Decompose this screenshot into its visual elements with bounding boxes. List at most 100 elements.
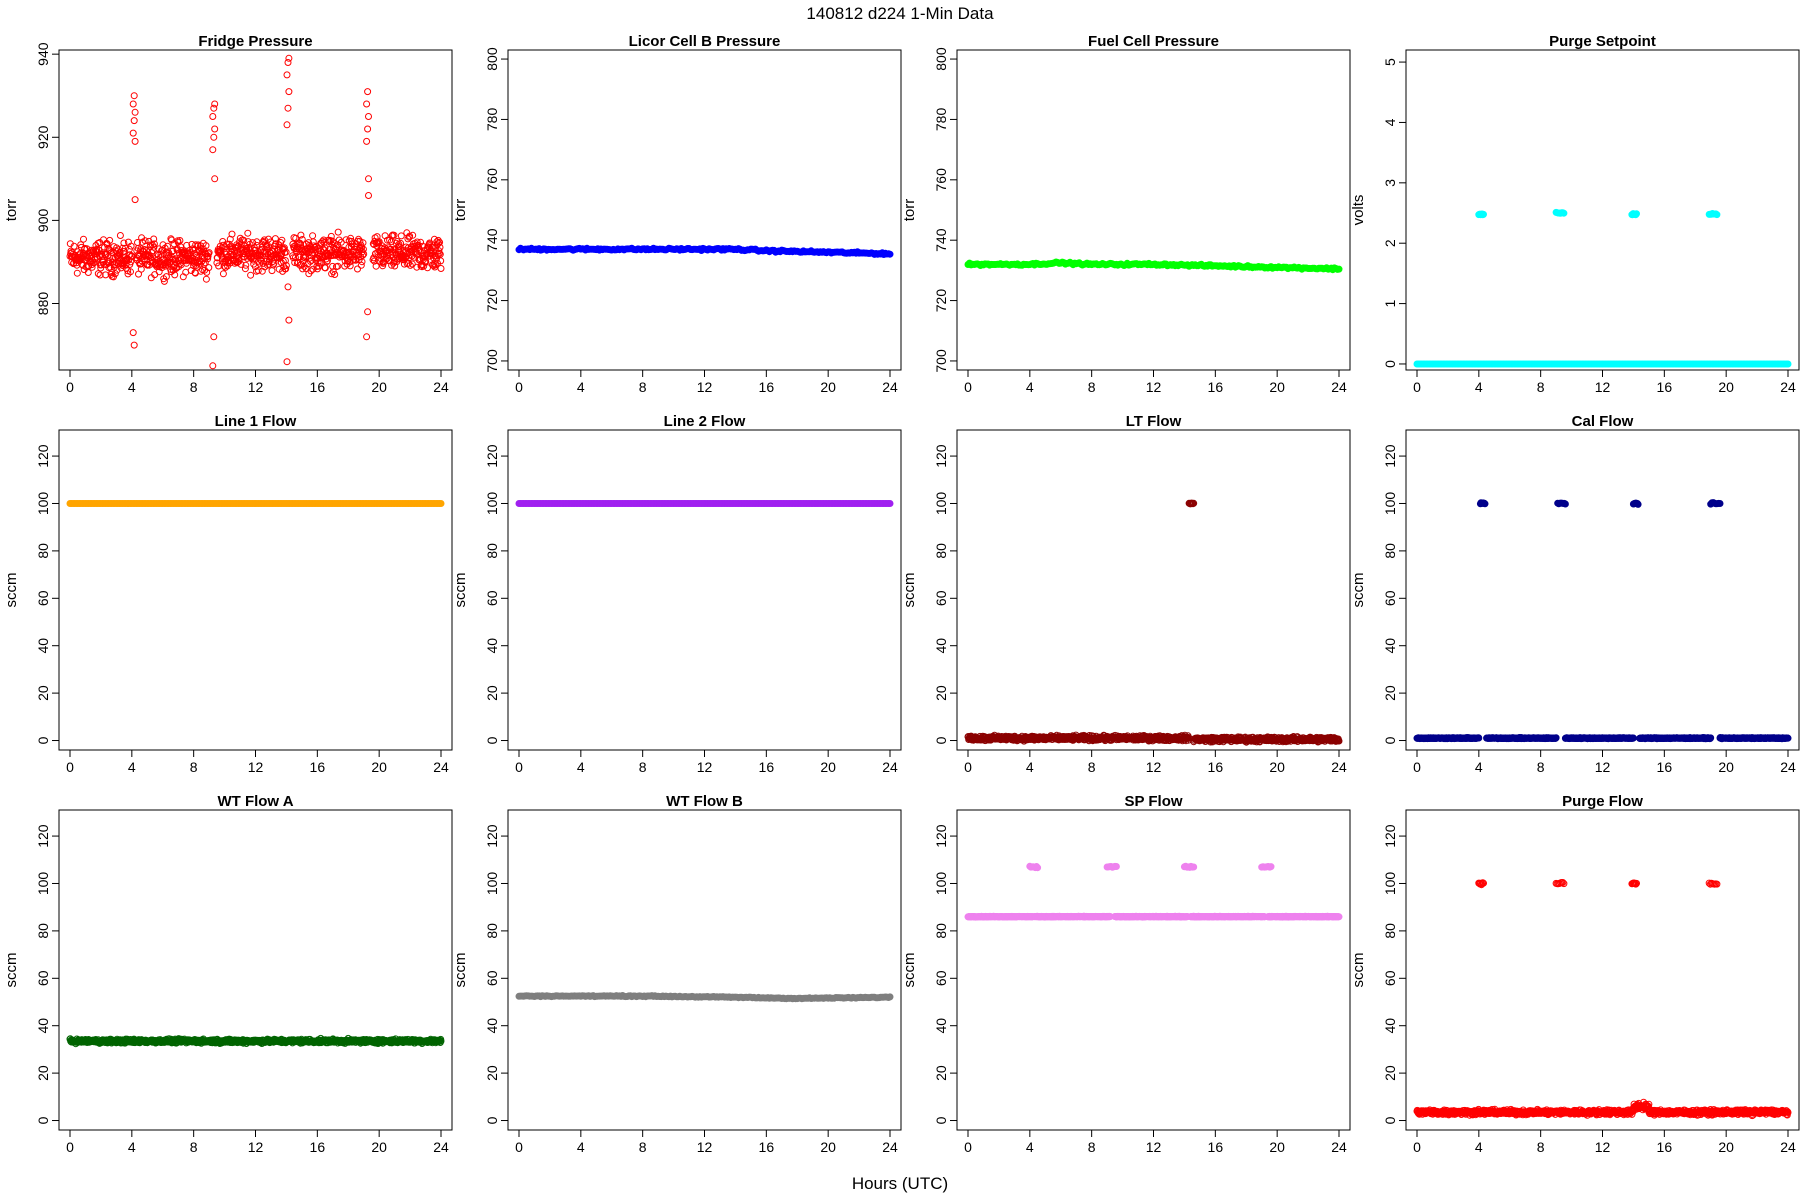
data-point [131,196,139,204]
data-point [126,251,134,259]
data-point [365,192,372,199]
x-tick-label: 4 [128,759,136,775]
data-point [84,269,92,276]
y-tick-label: 0 [933,736,949,744]
y-tick-label: 120 [35,824,51,848]
data-point [171,271,179,279]
data-point [129,329,137,337]
y-tick-label: 800 [933,47,949,71]
data-point [219,270,227,278]
data-point [1561,500,1569,508]
data-point [437,257,445,265]
x-tick-label: 12 [697,759,713,775]
y-tick-label: 720 [484,289,500,313]
data-points [515,244,894,258]
data-point [359,245,367,253]
data-point [268,267,276,275]
data-point [205,264,213,272]
data-point [141,237,149,245]
x-tick-label: 20 [1718,759,1734,775]
data-point [1480,210,1487,218]
data-point [296,261,304,269]
plot-frame [58,809,453,1131]
data-point [282,265,290,273]
data-point [357,261,365,269]
x-tick-label: 16 [759,379,775,395]
y-tick-label: 60 [35,590,51,606]
panel-title: Line 2 Flow [664,413,746,430]
data-point [154,260,162,267]
y-tick-label: 80 [35,923,51,939]
x-tick-label: 20 [1718,379,1734,395]
x-tick-label: 8 [1088,379,1096,395]
panel-title: Line 1 Flow [215,413,297,430]
data-point [130,341,138,349]
data-point [372,262,380,270]
x-tick-label: 20 [371,1139,387,1155]
data-point [281,257,289,264]
data-points [1413,208,1792,368]
x-tick-label: 8 [1537,759,1545,775]
data-point [285,316,293,324]
y-tick-label: 120 [35,444,51,468]
data-point [434,250,442,258]
data-point [391,262,399,270]
data-point [334,241,341,249]
data-point [406,261,414,269]
y-tick-label: 740 [484,228,500,252]
data-point [409,231,417,239]
data-point [397,239,405,247]
data-point [365,175,372,183]
x-tick-label: 20 [1269,379,1285,395]
data-point [253,242,261,249]
data-point [282,262,290,269]
x-tick-label: 0 [515,379,523,395]
x-tick-label: 0 [964,379,972,395]
x-tick-label: 4 [1475,379,1483,395]
data-point [270,259,278,267]
data-point [335,236,343,244]
x-tick-label: 16 [1657,759,1673,775]
data-points [515,500,894,507]
data-point [364,88,372,96]
data-point [408,260,416,268]
x-tick-label: 16 [1208,379,1224,395]
x-tick-label: 0 [964,759,972,775]
data-point [113,266,121,274]
y-axis-label: sccm [1350,573,1367,608]
data-point [225,240,233,248]
data-point [211,175,219,183]
data-point [162,273,170,281]
data-point [358,244,366,251]
data-point [197,267,205,275]
x-tick-label: 4 [577,759,585,775]
data-point [405,259,412,267]
y-tick-label: 40 [35,1018,51,1034]
data-point [121,244,129,252]
y-tick-label: 80 [484,543,500,559]
data-point [278,236,286,244]
panel-title: WT Flow A [217,793,293,810]
data-point [365,113,372,120]
x-tick-label: 24 [433,1139,449,1155]
data-point [204,252,212,260]
data-point [169,247,177,255]
data-point [228,230,236,238]
data-point [271,235,279,243]
data-point [436,238,444,246]
y-tick-label: 5 [1382,58,1398,66]
x-tick-label: 24 [433,759,449,775]
data-point [110,273,117,281]
data-point [417,238,425,246]
data-point [209,146,217,154]
panel-title: Licor Cell B Pressure [629,33,781,50]
y-tick-label: 60 [933,590,949,606]
x-tick-label: 16 [310,379,326,395]
data-point [106,236,114,244]
data-point [305,239,312,247]
y-tick-label: 120 [484,444,500,468]
